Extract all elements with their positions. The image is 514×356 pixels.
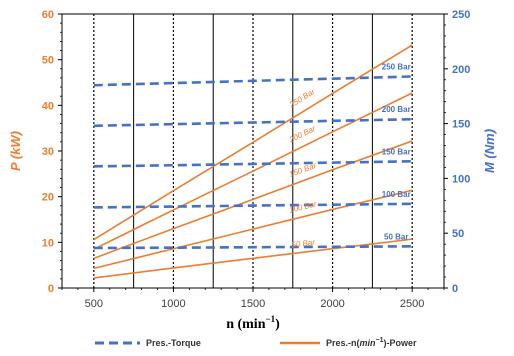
torque-line-200-bar [93,117,413,128]
power-line-200-bar [93,92,413,250]
right-axis-label: M (Nm) [482,129,497,173]
power-series-group [93,44,413,279]
left-tick-label-20: 20 [42,192,54,204]
x-tick-label-1000: 1000 [161,298,185,310]
torque-label-250-bar: 250 Bar [382,62,411,71]
left-tick-label-50: 50 [42,55,54,67]
torque-series-group [93,75,413,250]
series-labels: 50 Bar 100 Bar 150 Bar 200 Bar 250 Bar 50 Bar… [287,62,411,249]
legend: Pres.-Torque Pres.-n(min−1)-Power [95,337,417,348]
left-tick-label-30: 30 [42,146,54,158]
x-axis: 500 1000 1500 2000 2500 n (min−1) [61,288,445,332]
power-line-250-bar [93,44,413,241]
torque-label-200-bar: 200 Bar [382,105,411,114]
torque-line-100-bar [93,202,413,209]
left-tick-label-60: 60 [42,9,54,21]
torque-line-50-bar [93,245,413,250]
left-y-axis: 0 10 20 30 40 50 60 P (kW) [8,9,62,295]
power-line-100-bar [93,189,413,270]
x-tick-label-2500: 2500 [400,298,424,310]
legend-power-label: Pres.-n(min−1)-Power [326,337,417,348]
right-tick-label-50: 50 [452,228,464,240]
x-tick-label-2000: 2000 [320,298,344,310]
right-tick-label-0: 0 [452,283,458,295]
right-y-axis: 0 50 100 150 200 250 M (Nm) [444,9,497,295]
right-tick-label-150: 150 [452,119,470,131]
torque-label-100-bar: 100 Bar [382,190,411,199]
torque-line-250-bar [93,75,413,87]
left-axis-label: P (kW) [8,131,23,171]
torque-line-150-bar [93,160,413,168]
x-axis-label: n (min−1) [226,314,280,332]
legend-torque-label: Pres.-Torque [146,338,201,348]
right-tick-label-250: 250 [452,9,470,21]
left-tick-label-0: 0 [48,283,54,295]
power-line-50-bar [93,238,413,279]
right-tick-label-200: 200 [452,64,470,76]
left-tick-label-40: 40 [42,100,54,112]
torque-label-150-bar: 150 Bar [382,147,411,156]
x-tick-label-500: 500 [85,298,103,310]
x-tick-label-1500: 1500 [241,298,265,310]
left-tick-label-10: 10 [42,237,54,249]
torque-label-50-bar: 50 Bar [384,232,408,241]
power-line-150-bar [93,140,413,260]
vertical-lines [93,14,413,288]
right-tick-label-100: 100 [452,173,470,185]
power-label-50-bar: 50 Bar [291,238,316,250]
